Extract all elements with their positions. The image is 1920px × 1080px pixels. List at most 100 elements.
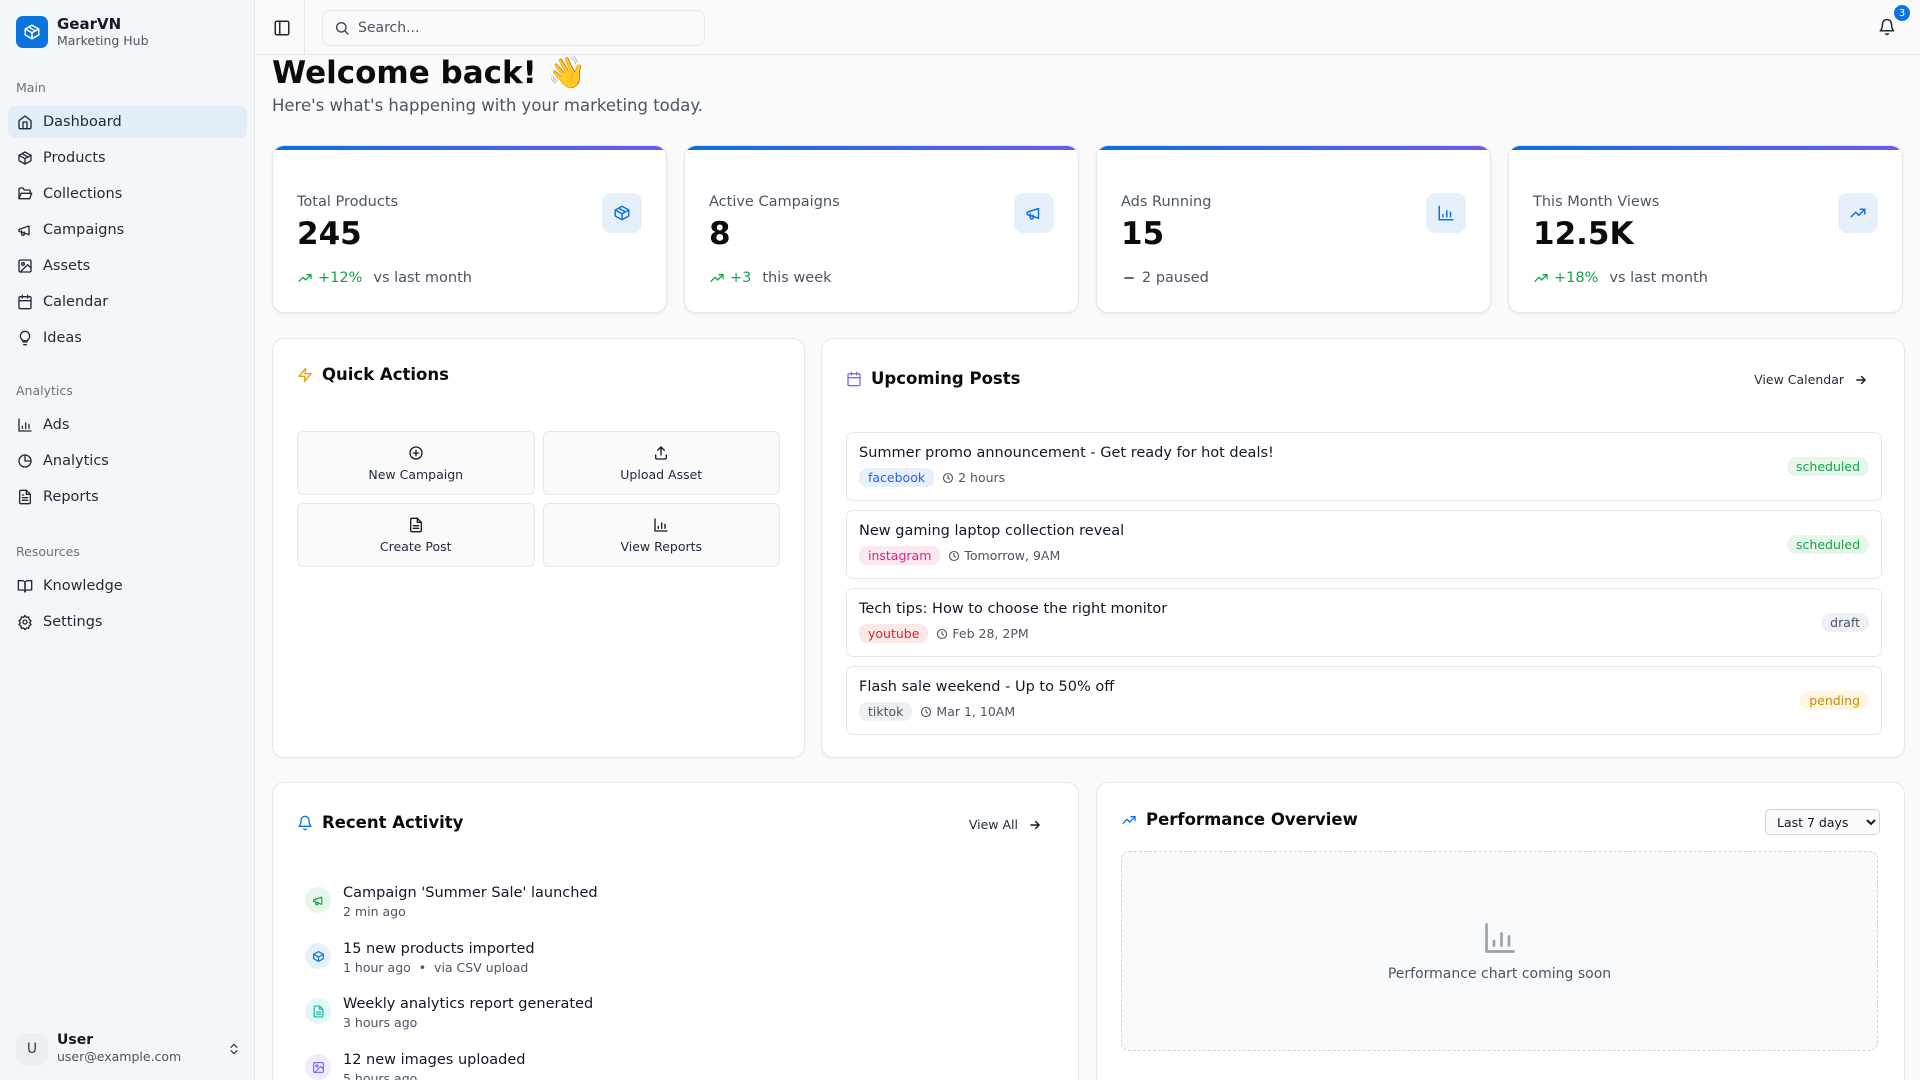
sidebar-toggle-icon[interactable] <box>273 19 291 37</box>
view-all-link[interactable]: View All <box>969 817 1042 832</box>
status-badge: scheduled <box>1787 457 1869 476</box>
time-text: Tomorrow, 9AM <box>964 548 1061 563</box>
trending-up-icon <box>710 274 724 282</box>
post-meta: facebook 2 hours <box>859 468 1005 487</box>
trend-text: vs last month <box>373 270 472 286</box>
activity-item[interactable]: Campaign 'Summer Sale' launched 2 min ag… <box>305 883 598 921</box>
activity-item[interactable]: 15 new products imported 1 hour ago • vi… <box>305 939 535 977</box>
bell-icon <box>298 815 312 830</box>
trend-text: vs last month <box>1609 270 1708 286</box>
sidebar-item-ads[interactable]: Ads <box>8 409 247 441</box>
sidebar-item-dashboard[interactable]: Dashboard <box>8 106 247 138</box>
page-subtitle: Here's what's happening with your market… <box>272 96 704 115</box>
status-badge: scheduled <box>1787 535 1869 554</box>
home-icon <box>18 115 32 130</box>
performance-overview-title: Performance Overview <box>1121 810 1358 829</box>
trending-up-icon <box>1122 815 1136 824</box>
stat-trend: +3 this week <box>709 270 832 286</box>
pie-chart-icon <box>18 454 32 468</box>
chevrons-up-down-icon[interactable] <box>227 1042 241 1056</box>
stat-label: Ads Running <box>1121 194 1212 210</box>
upload-asset-button[interactable]: Upload Asset <box>542 431 780 495</box>
sidebar-item-label: Assets <box>43 258 91 274</box>
create-post-button[interactable]: Create Post <box>297 503 535 567</box>
stat-trend: +18% vs last month <box>1533 270 1708 286</box>
stat-card-monthly-views: This Month Views 12.5K +18% vs last mont… <box>1508 145 1903 313</box>
placeholder-text: Performance chart coming soon <box>1387 966 1612 982</box>
package-icon <box>16 16 48 48</box>
link-label: View All <box>968 817 1018 832</box>
post-title: New gaming laptop collection reveal <box>859 523 1125 539</box>
button-label: Upload Asset <box>620 466 703 482</box>
arrow-right-icon <box>1856 375 1866 384</box>
stat-trend: 2 paused <box>1121 270 1209 286</box>
button-label: New Campaign <box>368 466 464 482</box>
search-input[interactable] <box>358 20 678 36</box>
nav-section-resources: Resources Knowledge Settings <box>8 542 247 642</box>
post-time: 2 hours <box>942 470 1005 485</box>
file-text-icon <box>19 489 31 505</box>
activity-time: 1 hour ago • via CSV upload <box>343 960 529 975</box>
sidebar-item-label: Collections <box>43 186 123 202</box>
user-name: User <box>57 1032 94 1048</box>
stat-label: Active Campaigns <box>709 194 840 210</box>
sidebar-item-knowledge[interactable]: Knowledge <box>8 570 247 602</box>
stat-label: This Month Views <box>1533 194 1660 210</box>
sidebar-item-label: Knowledge <box>43 578 123 594</box>
upcoming-posts-card: Upcoming Posts View Calendar Summer prom… <box>821 338 1905 758</box>
post-time: Mar 1, 10AM <box>920 704 1015 719</box>
header-divider <box>304 0 305 55</box>
view-calendar-link[interactable]: View Calendar <box>1754 372 1868 387</box>
post-time: Feb 28, 2PM <box>936 626 1029 641</box>
sidebar-item-label: Reports <box>43 489 99 505</box>
image-icon <box>305 1054 331 1080</box>
sidebar-item-collections[interactable]: Collections <box>8 178 247 210</box>
sidebar-item-reports[interactable]: Reports <box>8 481 247 513</box>
sidebar-item-analytics[interactable]: Analytics <box>8 445 247 477</box>
zap-icon <box>298 367 312 382</box>
file-text-icon <box>409 517 422 532</box>
recent-activity-card: Recent Activity View All Campaign 'Summe… <box>272 782 1079 1080</box>
post-item[interactable]: Summer promo announcement - Get ready fo… <box>846 432 1882 501</box>
post-item[interactable]: Tech tips: How to choose the right monit… <box>846 588 1882 657</box>
time-text: 2 hours <box>958 470 1006 485</box>
card-title-text: Performance Overview <box>1146 810 1358 829</box>
sidebar-item-calendar[interactable]: Calendar <box>8 286 247 318</box>
notifications-bell-icon[interactable] <box>1878 18 1896 36</box>
sidebar-item-campaigns[interactable]: Campaigns <box>8 214 247 246</box>
sidebar-item-label: Ideas <box>43 330 82 346</box>
sidebar-item-products[interactable]: Products <box>8 142 247 174</box>
brand-name: GearVN <box>57 15 122 33</box>
clock-icon <box>949 550 960 561</box>
post-item[interactable]: New gaming laptop collection reveal inst… <box>846 510 1882 579</box>
calendar-icon <box>18 294 32 310</box>
package-icon <box>602 193 642 233</box>
stat-value: 12.5K <box>1533 216 1634 252</box>
brand[interactable]: GearVN Marketing Hub <box>16 15 149 49</box>
minus-icon <box>1124 277 1134 279</box>
upload-icon <box>655 445 668 460</box>
sidebar-item-assets[interactable]: Assets <box>8 250 247 282</box>
stat-value: 15 <box>1121 216 1165 252</box>
activity-item[interactable]: Weekly analytics report generated 3 hour… <box>305 994 593 1032</box>
settings-icon <box>18 614 32 630</box>
search-box[interactable] <box>322 10 705 46</box>
view-reports-button[interactable]: View Reports <box>542 503 780 567</box>
post-item[interactable]: Flash sale weekend - Up to 50% off tikto… <box>846 666 1882 735</box>
stat-card-ads-running: Ads Running 15 2 paused <box>1096 145 1491 313</box>
date-range-select[interactable]: Last 7 days <box>1765 809 1880 835</box>
activity-item[interactable]: 12 new images uploaded 5 hours ago <box>305 1050 525 1080</box>
sidebar-item-ideas[interactable]: Ideas <box>8 322 247 354</box>
quick-actions-title: Quick Actions <box>297 365 449 384</box>
sidebar-item-settings[interactable]: Settings <box>8 606 247 638</box>
activity-time: 2 min ago <box>343 904 406 919</box>
user-menu[interactable]: U User user@example.com <box>16 1032 241 1065</box>
link-label: View Calendar <box>1754 372 1844 387</box>
trending-up-icon <box>298 274 312 282</box>
activity-time: 3 hours ago <box>343 1015 418 1030</box>
trend-value: +18% <box>1554 270 1599 286</box>
plus-circle-icon <box>409 445 423 460</box>
post-meta: tiktok Mar 1, 10AM <box>859 702 1015 721</box>
clock-icon <box>921 706 932 717</box>
new-campaign-button[interactable]: New Campaign <box>297 431 535 495</box>
